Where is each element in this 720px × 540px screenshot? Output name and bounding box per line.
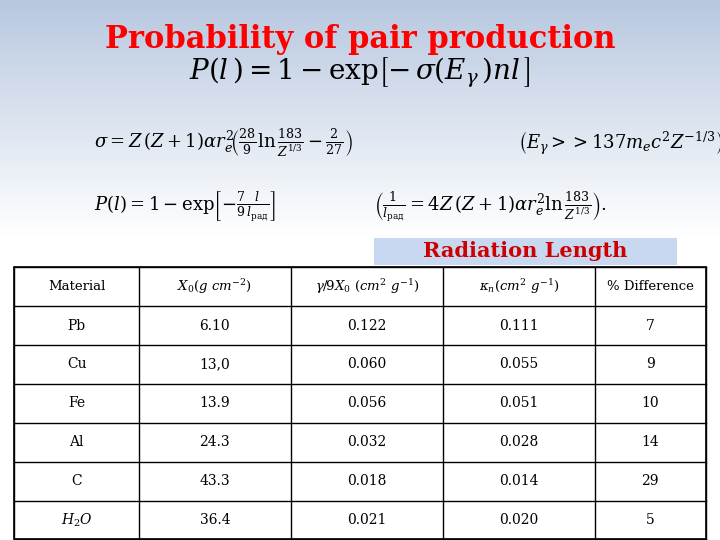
Text: 0.051: 0.051 (499, 396, 539, 410)
Text: 36.4: 36.4 (199, 513, 230, 527)
Text: 0.021: 0.021 (347, 513, 387, 527)
Text: $\left(\frac{1}{l_{\rm рад}} = 4Z\,(Z+1)\alpha r_e^2\ln\frac{183}{Z^{1/3}}\right: $\left(\frac{1}{l_{\rm рад}} = 4Z\,(Z+1)… (374, 190, 607, 224)
Text: 10: 10 (642, 396, 659, 410)
Text: 0.028: 0.028 (500, 435, 539, 449)
Text: 0.056: 0.056 (347, 396, 387, 410)
Text: 29: 29 (642, 474, 659, 488)
Text: 5: 5 (646, 513, 654, 527)
Text: $\left(E_{\gamma} >> 137m_e c^2 Z^{-1/3}\right).$: $\left(E_{\gamma} >> 137m_e c^2 Z^{-1/3}… (518, 130, 720, 157)
Text: $X_0(g\ cm^{-2})$: $X_0(g\ cm^{-2})$ (177, 277, 253, 296)
Text: $\kappa_n(cm^2\ g^{-1})$: $\kappa_n(cm^2\ g^{-1})$ (479, 277, 559, 296)
Text: Fe: Fe (68, 396, 85, 410)
Text: % Difference: % Difference (607, 280, 694, 293)
Text: 0.122: 0.122 (347, 319, 387, 333)
Text: C: C (71, 474, 82, 488)
Text: $\sigma = Z\,(Z+1)\alpha r_e^2\!\left(\frac{28}{9}\ln\frac{183}{Z^{1/3}} - \frac: $\sigma = Z\,(Z+1)\alpha r_e^2\!\left(\f… (94, 127, 353, 159)
FancyBboxPatch shape (374, 238, 677, 265)
Text: 13.9: 13.9 (199, 396, 230, 410)
Text: $\gamma/9X_0\ (cm^2\ g^{-1})$: $\gamma/9X_0\ (cm^2\ g^{-1})$ (315, 277, 419, 296)
Text: Radiation Length: Radiation Length (423, 241, 628, 261)
Text: Pb: Pb (68, 319, 86, 333)
Text: Cu: Cu (67, 357, 86, 372)
Text: 0.032: 0.032 (347, 435, 387, 449)
Text: 0.018: 0.018 (347, 474, 387, 488)
Text: Al: Al (69, 435, 84, 449)
Text: 24.3: 24.3 (199, 435, 230, 449)
Text: 6.10: 6.10 (199, 319, 230, 333)
Text: 0.060: 0.060 (347, 357, 387, 372)
Text: 13,0: 13,0 (199, 357, 230, 372)
Text: 9: 9 (646, 357, 654, 372)
Text: 0.014: 0.014 (499, 474, 539, 488)
Text: $P(l) = 1 - \exp\!\left[-\frac{7}{9}\frac{l}{l_{\rm рад}}\right]$: $P(l) = 1 - \exp\!\left[-\frac{7}{9}\fra… (94, 190, 276, 224)
Text: $H_2O$: $H_2O$ (60, 511, 93, 529)
Bar (0, 238, 720, 540)
Text: 43.3: 43.3 (199, 474, 230, 488)
Text: 0.055: 0.055 (500, 357, 539, 372)
Text: 0.111: 0.111 (499, 319, 539, 333)
Text: Material: Material (48, 280, 105, 293)
Text: 0.020: 0.020 (500, 513, 539, 527)
Text: 14: 14 (642, 435, 660, 449)
Text: $P(l\,) = 1 - \exp\!\left[-\,\sigma(E_{\gamma}\,)nl\,\right]$: $P(l\,) = 1 - \exp\!\left[-\,\sigma(E_{\… (189, 56, 531, 90)
Text: Probability of pair production: Probability of pair production (104, 24, 616, 55)
Bar (14, 267, 706, 539)
Text: 7: 7 (646, 319, 654, 333)
